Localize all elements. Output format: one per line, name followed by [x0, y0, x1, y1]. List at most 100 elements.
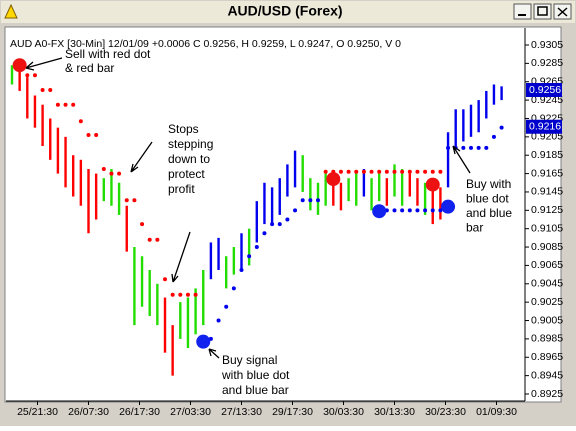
annotation: profit	[168, 182, 195, 196]
x-tick-label: 27/03:30	[170, 406, 211, 418]
annotation: Buy with	[466, 177, 511, 191]
stop-dot	[178, 292, 183, 297]
x-tick-label: 29/17:30	[272, 406, 313, 418]
stop-dot	[293, 208, 298, 213]
stop-dot	[94, 133, 99, 138]
arrow	[452, 145, 471, 174]
stop-dot	[300, 198, 305, 203]
stop-dot	[338, 169, 343, 174]
stop-dot	[247, 254, 252, 259]
annotation: & red bar	[65, 61, 114, 75]
y-tick-label: 0.9045	[531, 278, 563, 290]
x-tick-label: 30/03:30	[323, 406, 364, 418]
y-tick-label: 0.9105	[531, 222, 563, 234]
signal-dot	[441, 199, 456, 214]
stop-dot	[147, 237, 152, 242]
stop-dot	[270, 222, 275, 227]
window-title: AUD/USD (Forex)	[227, 3, 342, 19]
stop-dot	[78, 119, 83, 124]
stop-dot	[40, 88, 45, 93]
y-tick-label: 0.9065	[531, 259, 563, 271]
y-tick-label: 0.9005	[531, 314, 563, 326]
stop-dot	[155, 237, 160, 242]
y-tick-label: 0.9305	[531, 39, 563, 51]
maximize-glyph	[537, 6, 548, 16]
stop-dot	[86, 133, 91, 138]
annotation: and blue bar	[222, 383, 289, 397]
app-icon	[4, 3, 18, 19]
stop-dot	[216, 318, 221, 323]
stop-dot	[239, 268, 244, 273]
arrow	[171, 231, 191, 283]
stop-dot	[423, 208, 428, 213]
y-tick-label: 0.9285	[531, 57, 563, 69]
stop-dot	[438, 169, 443, 174]
arrow	[130, 141, 153, 173]
stop-dot	[354, 169, 359, 174]
stop-dot	[101, 166, 106, 171]
y-tick-label: 0.8965	[531, 351, 563, 363]
stop-dot	[170, 292, 175, 297]
annotation-arrows	[25, 57, 471, 359]
stop-dot	[392, 169, 397, 174]
stop-dot	[193, 292, 198, 297]
signal-dot	[196, 334, 211, 349]
y-tick-label: 0.9145	[531, 186, 563, 198]
arrow	[208, 348, 220, 359]
stop-dot	[423, 169, 428, 174]
stop-dot	[71, 102, 76, 107]
stop-dot	[384, 169, 389, 174]
y-tick-label: 0.9025	[531, 296, 563, 308]
stop-dot	[400, 169, 405, 174]
stop-dot	[430, 208, 435, 213]
stop-dot	[224, 304, 229, 309]
stop-dot	[63, 102, 68, 107]
stop-dot	[369, 169, 374, 174]
stop-dot	[438, 208, 443, 213]
x-tick-label: 25/21:30	[17, 406, 58, 418]
stop-dot	[48, 88, 53, 93]
stop-dot	[285, 217, 290, 222]
stop-dot	[407, 169, 412, 174]
annotation: with blue dot	[221, 368, 290, 382]
chart-subtitle: AUD A0-FX [30-Min] 12/01/09 +0.0006 C 0.…	[10, 38, 401, 50]
price-box	[526, 119, 562, 134]
stop-dot	[185, 292, 190, 297]
title-bar	[1, 1, 575, 23]
stop-dot	[254, 245, 259, 250]
chart-area	[4, 26, 562, 403]
arrow	[25, 57, 63, 71]
price-box	[526, 83, 562, 98]
stop-dot	[323, 169, 328, 174]
stop-dot	[163, 277, 167, 282]
y-tick-label: 0.8945	[531, 369, 563, 381]
stop-dot	[499, 125, 504, 130]
annotation: stepping	[168, 137, 213, 151]
stop-dot	[262, 231, 267, 236]
y-tick-label: 0.8925	[531, 388, 563, 400]
window-buttons	[513, 3, 572, 20]
stop-dot	[446, 145, 451, 150]
x-tick-label: 30/13:30	[374, 406, 415, 418]
stop-dot	[316, 198, 320, 203]
x-tick-label: 26/17:30	[119, 406, 160, 418]
close-glyph	[557, 7, 568, 17]
stop-dot	[461, 145, 466, 150]
price-box-label: 0.9256	[529, 84, 561, 96]
annotation: Buy signal	[222, 353, 277, 367]
x-tick-label: 26/07:30	[68, 406, 109, 418]
stop-dot	[430, 169, 435, 174]
x-tick-label: 30/23:30	[425, 406, 466, 418]
stop-dot	[109, 171, 114, 176]
stop-dot	[407, 208, 412, 213]
stop-dot	[484, 145, 489, 150]
stop-dot	[392, 208, 397, 213]
x-tick-label: 27/13:30	[221, 406, 262, 418]
stop-dot	[346, 169, 351, 174]
minimize-button[interactable]	[513, 3, 532, 20]
stop-dot	[469, 145, 473, 150]
annotation: down to	[168, 152, 210, 166]
signal-dot	[425, 177, 440, 192]
stop-dot	[415, 208, 420, 213]
